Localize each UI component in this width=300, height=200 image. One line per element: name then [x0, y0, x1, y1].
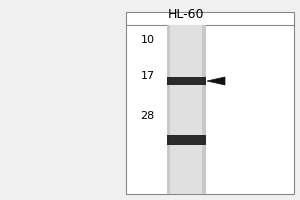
FancyBboxPatch shape	[202, 25, 206, 194]
Text: 28: 28	[140, 111, 154, 121]
Polygon shape	[207, 77, 225, 85]
FancyBboxPatch shape	[167, 135, 206, 145]
Text: 17: 17	[140, 71, 154, 81]
FancyBboxPatch shape	[126, 12, 294, 194]
FancyBboxPatch shape	[167, 25, 170, 194]
Text: HL-60: HL-60	[168, 8, 204, 21]
Text: 10: 10	[140, 35, 154, 45]
FancyBboxPatch shape	[167, 77, 206, 85]
FancyBboxPatch shape	[170, 25, 202, 194]
